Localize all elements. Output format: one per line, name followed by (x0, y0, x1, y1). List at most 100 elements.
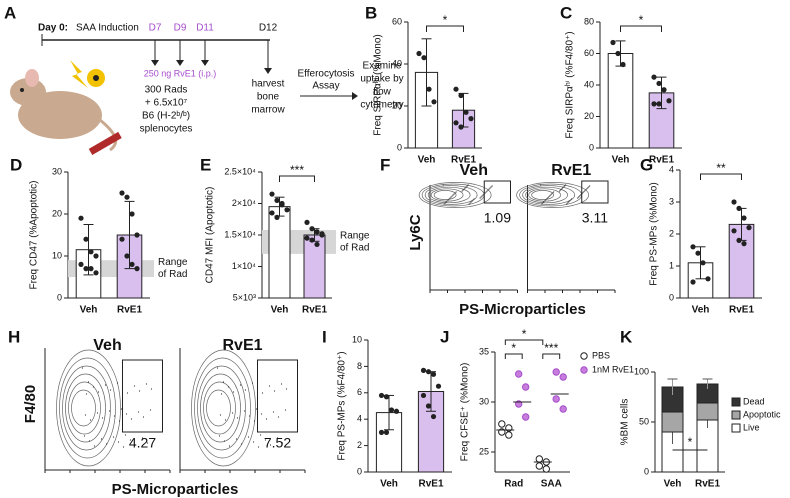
event-dot (568, 201, 570, 203)
arrow-heads (151, 60, 358, 100)
data-point (78, 215, 84, 221)
event-dot (582, 192, 584, 194)
data-point (416, 50, 422, 57)
legend-swatch (731, 397, 741, 407)
donor-label: + 6.5x10⁷ (145, 98, 188, 109)
event-dot (563, 186, 565, 188)
data-point (314, 241, 320, 248)
gate (581, 180, 609, 204)
event-dot (466, 185, 468, 187)
data-point (741, 215, 747, 221)
event-dot (124, 434, 127, 436)
event-dot (445, 201, 447, 203)
x-tick-label: RvE1 (649, 155, 674, 166)
significance-label: * (511, 341, 516, 355)
data-point (453, 120, 459, 126)
y-axis-label: F4/80 (22, 385, 39, 423)
event-dot (96, 412, 99, 414)
y-tick-label: 4 (357, 414, 362, 424)
data-point (393, 408, 400, 414)
event-dot (272, 411, 275, 413)
event-dot (565, 184, 567, 186)
y-tick-label: 80 (584, 16, 594, 26)
event-dot (264, 439, 267, 441)
contour (71, 389, 96, 427)
event-dot (281, 442, 284, 444)
x-tick-label: Veh (380, 479, 398, 490)
event-dot (549, 195, 551, 197)
event-dot (469, 202, 471, 204)
x-tick-label: RvE1 (451, 155, 476, 166)
legend-label: Dead (743, 396, 765, 406)
y-tick-label: 25 (479, 446, 489, 456)
panel-letter: A (4, 3, 16, 22)
data-point (124, 194, 130, 200)
event-dot (484, 192, 486, 194)
event-dot (247, 436, 250, 438)
data-point (388, 407, 395, 413)
event-dot (88, 440, 91, 442)
data-point (695, 250, 701, 256)
gate-value: 7.52 (264, 435, 291, 451)
panel-letter: E (200, 155, 211, 174)
event-dot (269, 444, 272, 446)
event-dot (446, 200, 448, 202)
data-point (505, 431, 513, 439)
y-tick-label: 20 (584, 111, 594, 121)
data-point (304, 219, 310, 225)
contour-plot (44, 348, 171, 473)
event-dot (146, 442, 149, 444)
event-dot (81, 367, 84, 369)
event-dot (149, 409, 152, 411)
data-point (651, 101, 657, 107)
y-tick-label: 20 (392, 100, 402, 110)
event-dot (116, 382, 119, 384)
data-point (304, 235, 310, 241)
x-tick-label: RvE1 (302, 305, 327, 316)
event-dot (491, 185, 493, 187)
data-point (559, 405, 567, 413)
event-dot (545, 199, 547, 201)
plot-title: Veh (93, 337, 121, 354)
y-axis-label: Freq SIRPαʰⁱ (%Mono) (373, 34, 384, 135)
event-dot (443, 203, 445, 205)
contour (197, 365, 246, 451)
band-label: of Rad (340, 243, 369, 254)
y-tick-label: 0 (397, 142, 402, 152)
gate-value: 3.11 (582, 210, 608, 226)
event-dot (465, 186, 467, 188)
bar-segment (696, 402, 719, 421)
data-point (431, 99, 437, 105)
data-point (284, 207, 290, 213)
data-point (119, 190, 125, 196)
event-dot (541, 203, 543, 205)
legend-label: Live (743, 422, 760, 432)
event-dot (580, 194, 582, 196)
y-tick-label: 60 (392, 16, 402, 26)
harvest-label: bone (257, 92, 280, 103)
event-dot (569, 200, 571, 202)
data-point (378, 429, 385, 435)
plot-title: Veh (460, 162, 488, 179)
event-dot (220, 393, 223, 395)
data-point (731, 228, 737, 234)
data-point (83, 266, 89, 272)
x-tick-label: RvE1 (117, 305, 142, 316)
legend-label: 1nM RvE1 (592, 364, 634, 374)
event-dot (218, 435, 221, 437)
event-dot (145, 383, 148, 385)
contour (203, 381, 236, 435)
contour (433, 190, 457, 200)
event-dot (487, 189, 489, 191)
x-axis-label: PS-Microparticles (112, 481, 239, 498)
legend-swatch (731, 410, 741, 420)
event-dot (126, 392, 129, 394)
event-dot (104, 384, 107, 386)
event-dot (467, 184, 469, 186)
data-point (269, 191, 275, 197)
data-point (736, 237, 742, 243)
gate-value: 4.27 (129, 435, 156, 451)
y-axis-label: %BM cells (620, 399, 631, 446)
x-tick-label: Veh (80, 305, 98, 316)
event-dot (482, 194, 484, 196)
